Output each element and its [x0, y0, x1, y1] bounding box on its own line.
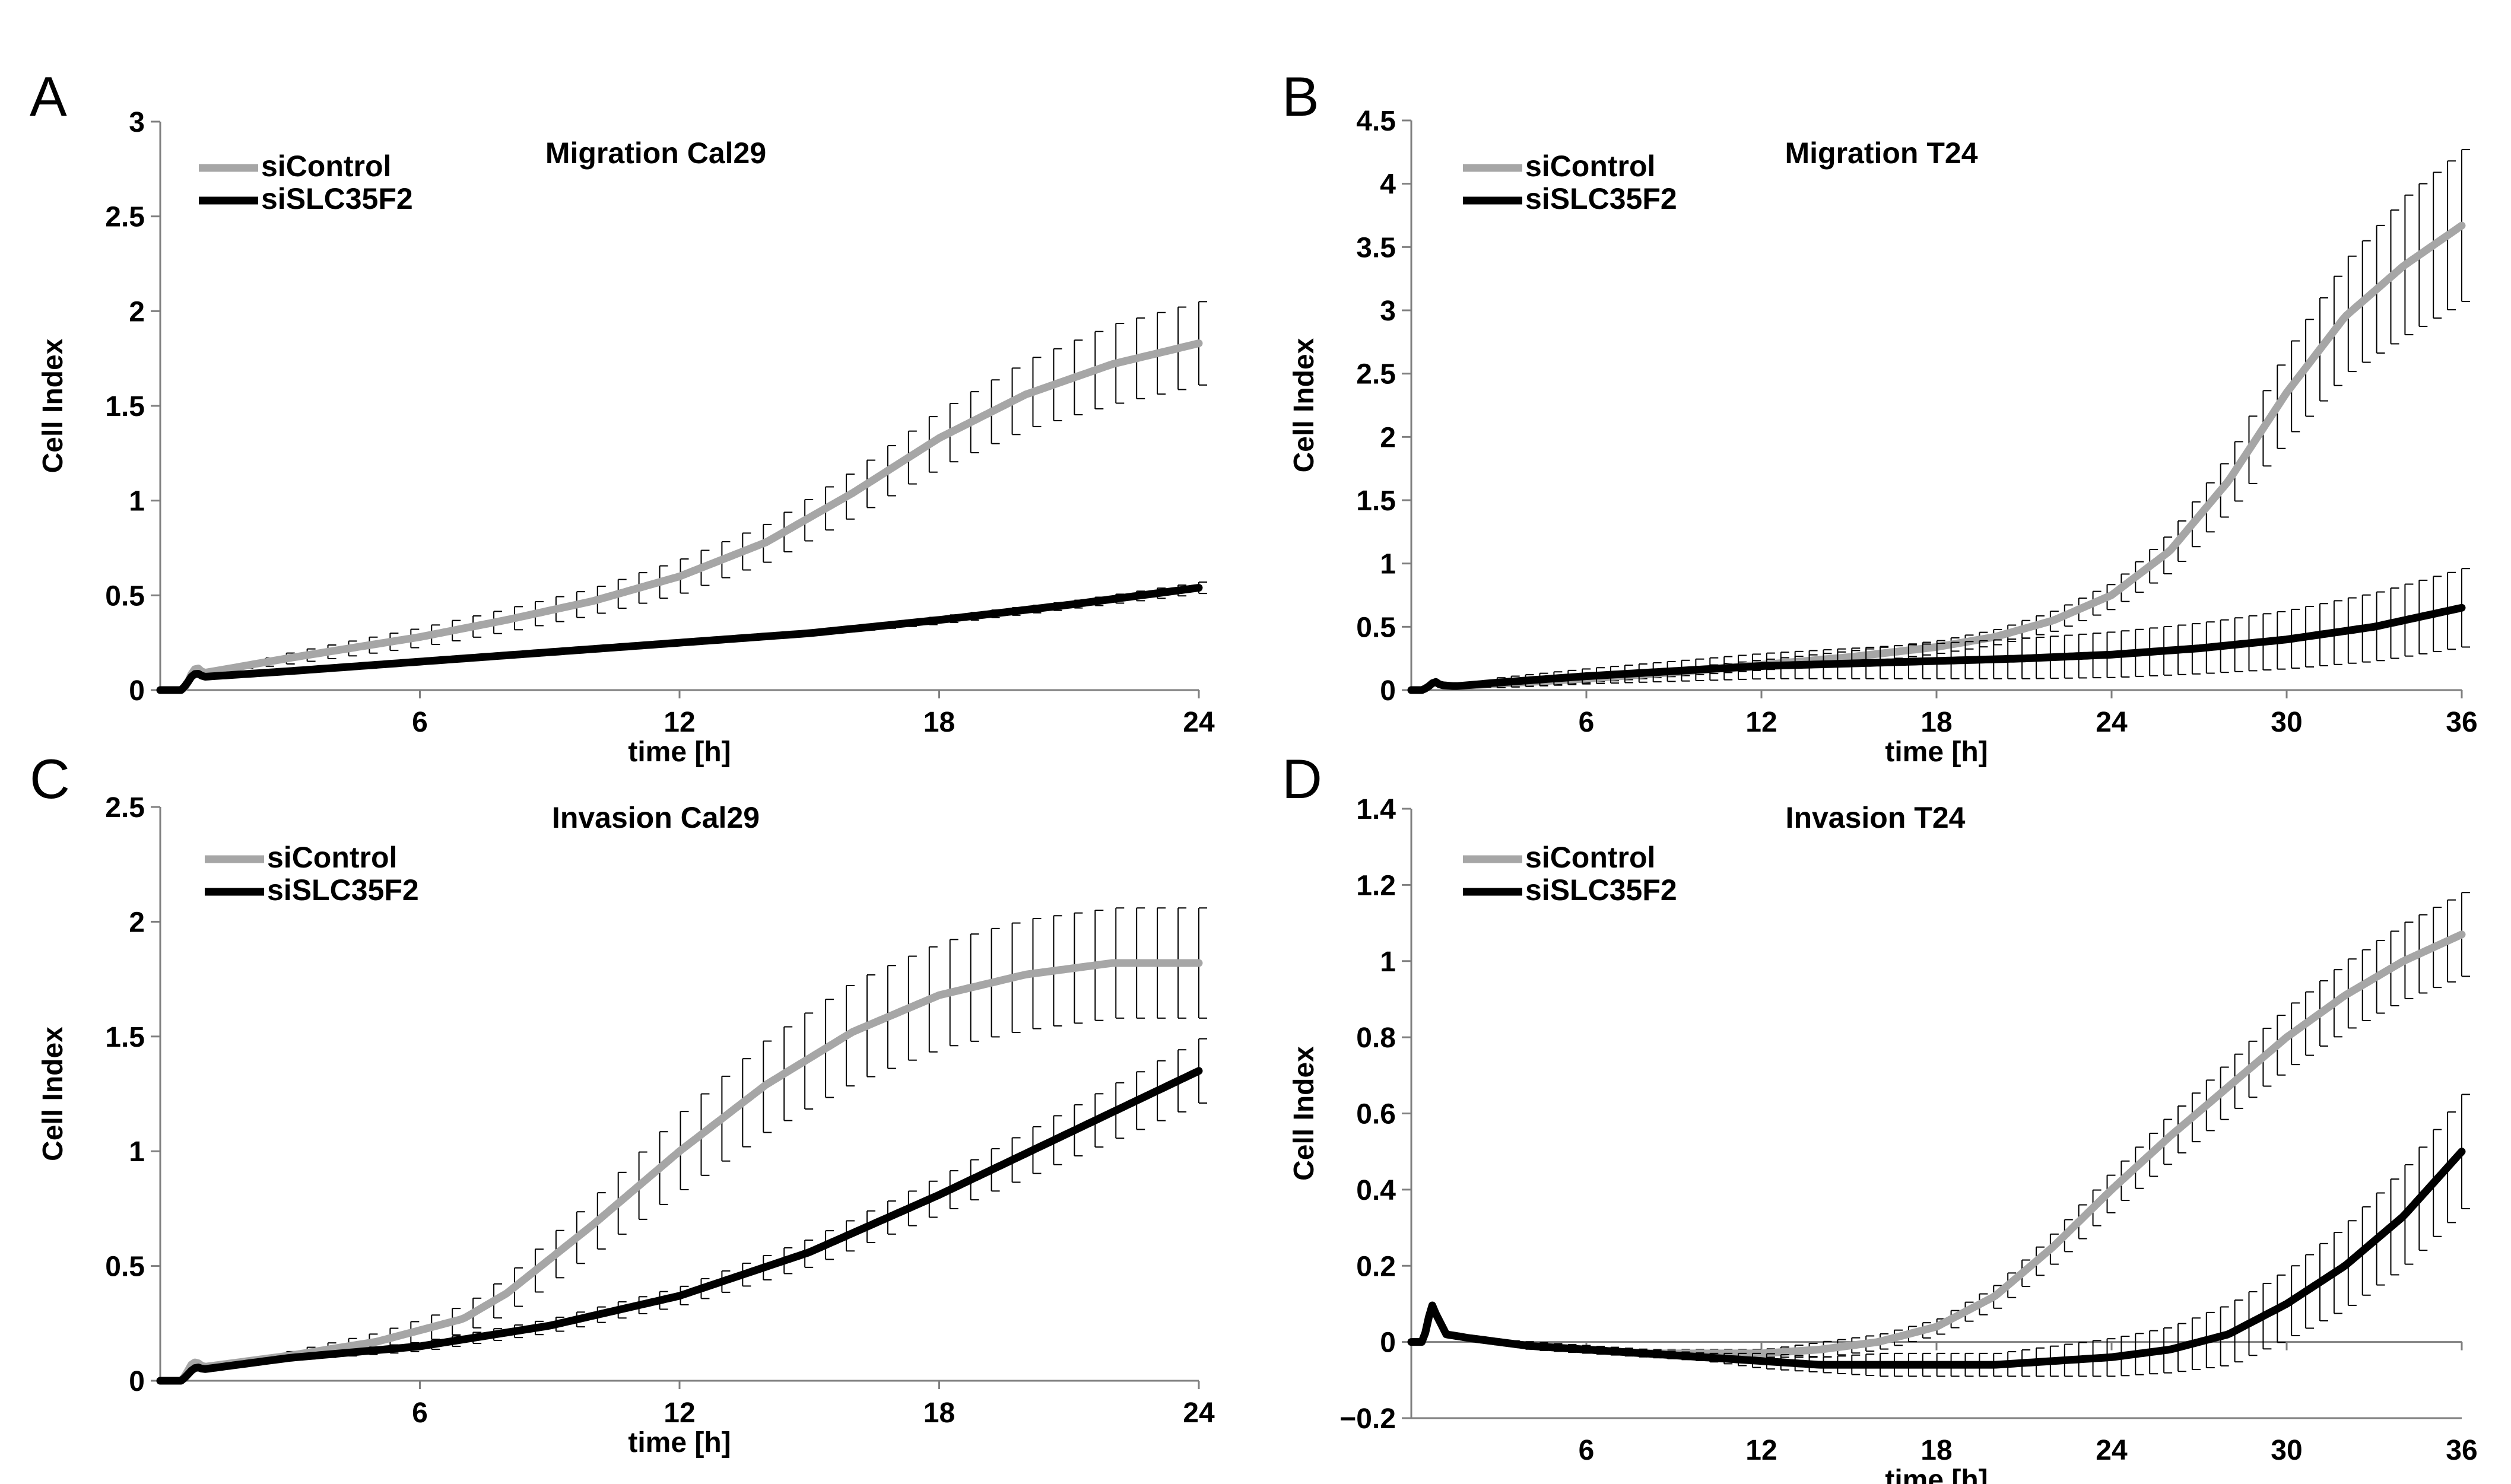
y-axis-label: Cell Index	[37, 338, 69, 473]
y-tick-label: 0	[129, 1366, 145, 1397]
y-tick-label: 4.5	[1356, 106, 1396, 137]
panel-b: B 0 0.5 1 1.5 2 2.5 3 3.5 4 4.5 6 12 18 24 30 36 time [h…	[1282, 65, 2478, 768]
legend-label: siControl	[267, 841, 397, 874]
y-tick-label: 0.4	[1356, 1175, 1396, 1206]
x-tick-label: 18	[1920, 1435, 1952, 1466]
y-tick-label: 0.8	[1356, 1022, 1396, 1054]
y-tick-label: 2.5	[105, 792, 145, 824]
panel-b-plot: 0 0.5 1 1.5 2 2.5 3 3.5 4 4.5 6 12 18 24 30 36 time [h] C…	[1288, 106, 2478, 768]
y-tick-label: 1.2	[1356, 870, 1396, 901]
y-tick-label: 2	[129, 907, 145, 938]
legend-label: siSLC35F2	[261, 182, 413, 215]
chart-title: Migration T24	[1785, 136, 1977, 170]
chart-title: Invasion T24	[1786, 801, 1966, 834]
y-axis-label: Cell Index	[1288, 338, 1320, 472]
y-tick-label: −0.2	[1339, 1403, 1396, 1435]
y-tick-label: 1.4	[1356, 794, 1396, 825]
y-tick-label: 0	[1380, 675, 1396, 707]
x-tick-label: 24	[2096, 1435, 2128, 1466]
x-tick-label: 24	[1183, 707, 1215, 738]
panel-letter-a: A	[30, 65, 67, 128]
y-tick-label: 2	[1380, 422, 1396, 453]
y-axis-label: Cell Index	[1288, 1046, 1320, 1181]
series-line	[156, 339, 1203, 694]
series-line	[156, 959, 1203, 1385]
y-tick-label: 1	[129, 486, 145, 517]
y-tick-label: 1.5	[1356, 485, 1396, 517]
y-tick-label: 3	[129, 107, 145, 138]
legend-label: siSLC35F2	[267, 873, 419, 907]
y-tick-label: 3.5	[1356, 232, 1396, 263]
legend-label: siSLC35F2	[1525, 182, 1677, 215]
y-tick-label: 0	[1380, 1327, 1396, 1359]
y-tick-label: 1	[1380, 946, 1396, 978]
x-tick-label: 12	[1745, 707, 1777, 738]
x-tick-label: 6	[1579, 1435, 1595, 1466]
y-tick-label: 1.5	[105, 1022, 145, 1053]
x-tick-label: 24	[2096, 707, 2128, 738]
series-line	[1407, 1148, 2466, 1369]
panel-letter-b: B	[1282, 65, 1319, 128]
x-tick-label: 6	[1579, 707, 1595, 738]
x-axis-label: time [h]	[1885, 1464, 1988, 1484]
x-tick-label: 6	[412, 1397, 428, 1429]
series-siControl	[156, 301, 1207, 694]
legend-label: siControl	[261, 150, 391, 183]
y-tick-label: 0	[129, 675, 145, 707]
chart-title: Migration Cal29	[545, 136, 766, 170]
panel-d: D −0.2 0 0.2 0.4 0.6 0.8 1 1.2 1.4 6 12 18 24 30 36 tim…	[1282, 748, 2478, 1484]
y-tick-label: 3	[1380, 295, 1396, 327]
series-siSLC35F2	[156, 1038, 1207, 1385]
x-axis-label: time [h]	[1885, 736, 1988, 768]
y-tick-label: 0.5	[105, 1251, 145, 1283]
x-tick-label: 12	[1745, 1435, 1777, 1466]
y-tick-label: 2.5	[105, 202, 145, 233]
y-tick-label: 0.6	[1356, 1099, 1396, 1130]
series-line	[1407, 603, 2466, 694]
y-tick-label: 1	[1380, 549, 1396, 580]
series-line	[156, 1067, 1203, 1385]
panel-a: A 0 0.5 1 1.5 2 2.5 3 6 12 18 24 time [h] Cell Index…	[30, 65, 1215, 768]
x-tick-label: 12	[664, 707, 695, 738]
series-line	[156, 584, 1203, 694]
y-tick-label: 0.5	[105, 580, 145, 612]
x-tick-label: 30	[2271, 1435, 2302, 1466]
x-axis-label: time [h]	[628, 736, 731, 768]
x-tick-label: 18	[923, 1397, 955, 1429]
x-axis-label: time [h]	[628, 1427, 731, 1458]
x-tick-label: 6	[412, 707, 428, 738]
x-tick-label: 18	[1920, 707, 1952, 738]
y-tick-label: 0.2	[1356, 1251, 1396, 1282]
panel-c-plot: 0 0.5 1 1.5 2 2.5 6 12 18 24 time [h] Cell Index Inv…	[37, 792, 1215, 1458]
y-tick-label: 2.5	[1356, 359, 1396, 390]
y-axis-label: Cell Index	[37, 1027, 69, 1161]
panel-c: C 0 0.5 1 1.5 2 2.5 6 12 18 24 time [h] Cell Index I…	[30, 748, 1215, 1458]
panel-letter-d: D	[1282, 748, 1322, 810]
series-siSLC35F2	[1407, 1094, 2470, 1377]
y-tick-label: 2	[129, 296, 145, 328]
x-tick-label: 36	[2446, 1435, 2477, 1466]
x-tick-label: 36	[2446, 707, 2477, 738]
x-tick-label: 30	[2271, 707, 2302, 738]
x-tick-label: 24	[1183, 1397, 1215, 1429]
legend-label: siControl	[1525, 841, 1655, 874]
panel-a-plot: 0 0.5 1 1.5 2 2.5 3 6 12 18 24 time [h] Cell Index Mi…	[37, 107, 1215, 768]
y-tick-label: 1.5	[105, 391, 145, 422]
series-siSLC35F2	[156, 581, 1207, 694]
x-tick-label: 18	[923, 707, 955, 738]
x-tick-label: 12	[664, 1397, 695, 1429]
panel-d-plot: −0.2 0 0.2 0.4 0.6 0.8 1 1.2 1.4 6 12 18 24 30 36 time …	[1288, 794, 2478, 1484]
y-tick-label: 4	[1380, 169, 1396, 201]
y-tick-label: 0.5	[1356, 612, 1396, 643]
y-tick-label: 1	[129, 1136, 145, 1168]
series-siSLC35F2	[1407, 568, 2470, 694]
legend-label: siControl	[1525, 150, 1655, 183]
legend-label: siSLC35F2	[1525, 873, 1677, 907]
panel-letter-c: C	[30, 748, 70, 810]
chart-title: Invasion Cal29	[552, 801, 760, 834]
